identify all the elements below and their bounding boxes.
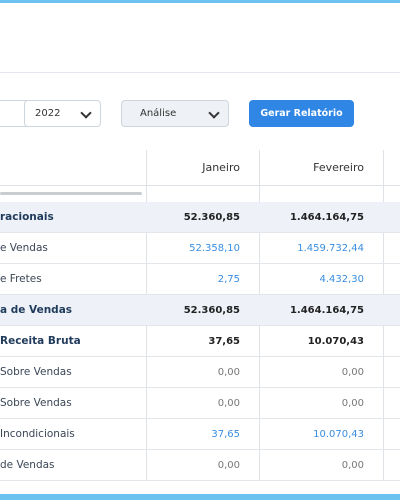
divider [0,72,400,73]
value-cell: 52.360,85 [183,304,240,316]
value-cell: 1.459.732,44 [297,242,364,254]
value-cell: 37,65 [208,335,240,347]
table-row: de Vendas 0,00 0,00 [0,450,400,481]
value-cell: 1.464.164,75 [289,211,364,223]
value-cell: 10.070,43 [307,335,364,347]
row-label: racionais [0,211,54,223]
year-text: 2022 [35,108,61,119]
header-cell: Janeiro [147,150,260,186]
frame [0,494,400,500]
header-cell [0,150,147,186]
table-row: a de Vendas 52.360,85 1.464.164,75 [0,295,400,326]
table-row: e Vendas 52.358,10 1.459.732,44 [0,233,400,264]
view-text: Análise [140,108,177,119]
value-cell: 4.432,30 [319,273,364,285]
year-select[interactable]: 2022 [24,100,101,127]
value-cell: 10.070,43 [313,428,364,440]
value-cell: 0,00 [217,459,240,471]
row-label: de Vendas [0,459,55,471]
row-label: Sobre Vendas [0,397,72,409]
row-label: a de Vendas [0,304,73,316]
table-row: Sobre Vendas 0,00 0,00 [0,388,400,419]
scrollbar[interactable] [0,192,142,195]
value-cell: 0,00 [341,397,364,409]
value-cell: 52.360,85 [183,211,240,223]
value-cell: 52.358,10 [189,242,240,254]
table-row: Incondicionais 37,65 10.070,43 [0,419,400,450]
header-cell [384,150,400,186]
value-cell: 0,00 [217,397,240,409]
table-row: e Fretes 2,75 4.432,30 [0,264,400,295]
table-row: Receita Bruta 37,65 10.070,43 [0,326,400,357]
frame [0,0,400,3]
value-cell: 0,00 [217,366,240,378]
row-label: Sobre Vendas [0,366,72,378]
value-cell: 0,00 [341,366,364,378]
row-label: e Fretes [0,273,42,285]
header-cell: Fevereiro [260,150,384,186]
table-row: racionais 52.360,85 1.464.164,75 [0,202,400,233]
value-cell: 1.464.164,75 [289,304,364,316]
generate-button[interactable]: Gerar Relatório [249,100,354,127]
value-cell: 2,75 [217,273,240,285]
value-cell: 37,65 [211,428,240,440]
row-label: Incondicionais [0,428,75,440]
row-label: Receita Bruta [0,335,81,347]
view-select[interactable]: Análise [121,100,229,127]
table-row: Sobre Vendas 0,00 0,00 [0,357,400,388]
row-label: e Vendas [0,242,48,254]
value-cell: 0,00 [341,459,364,471]
